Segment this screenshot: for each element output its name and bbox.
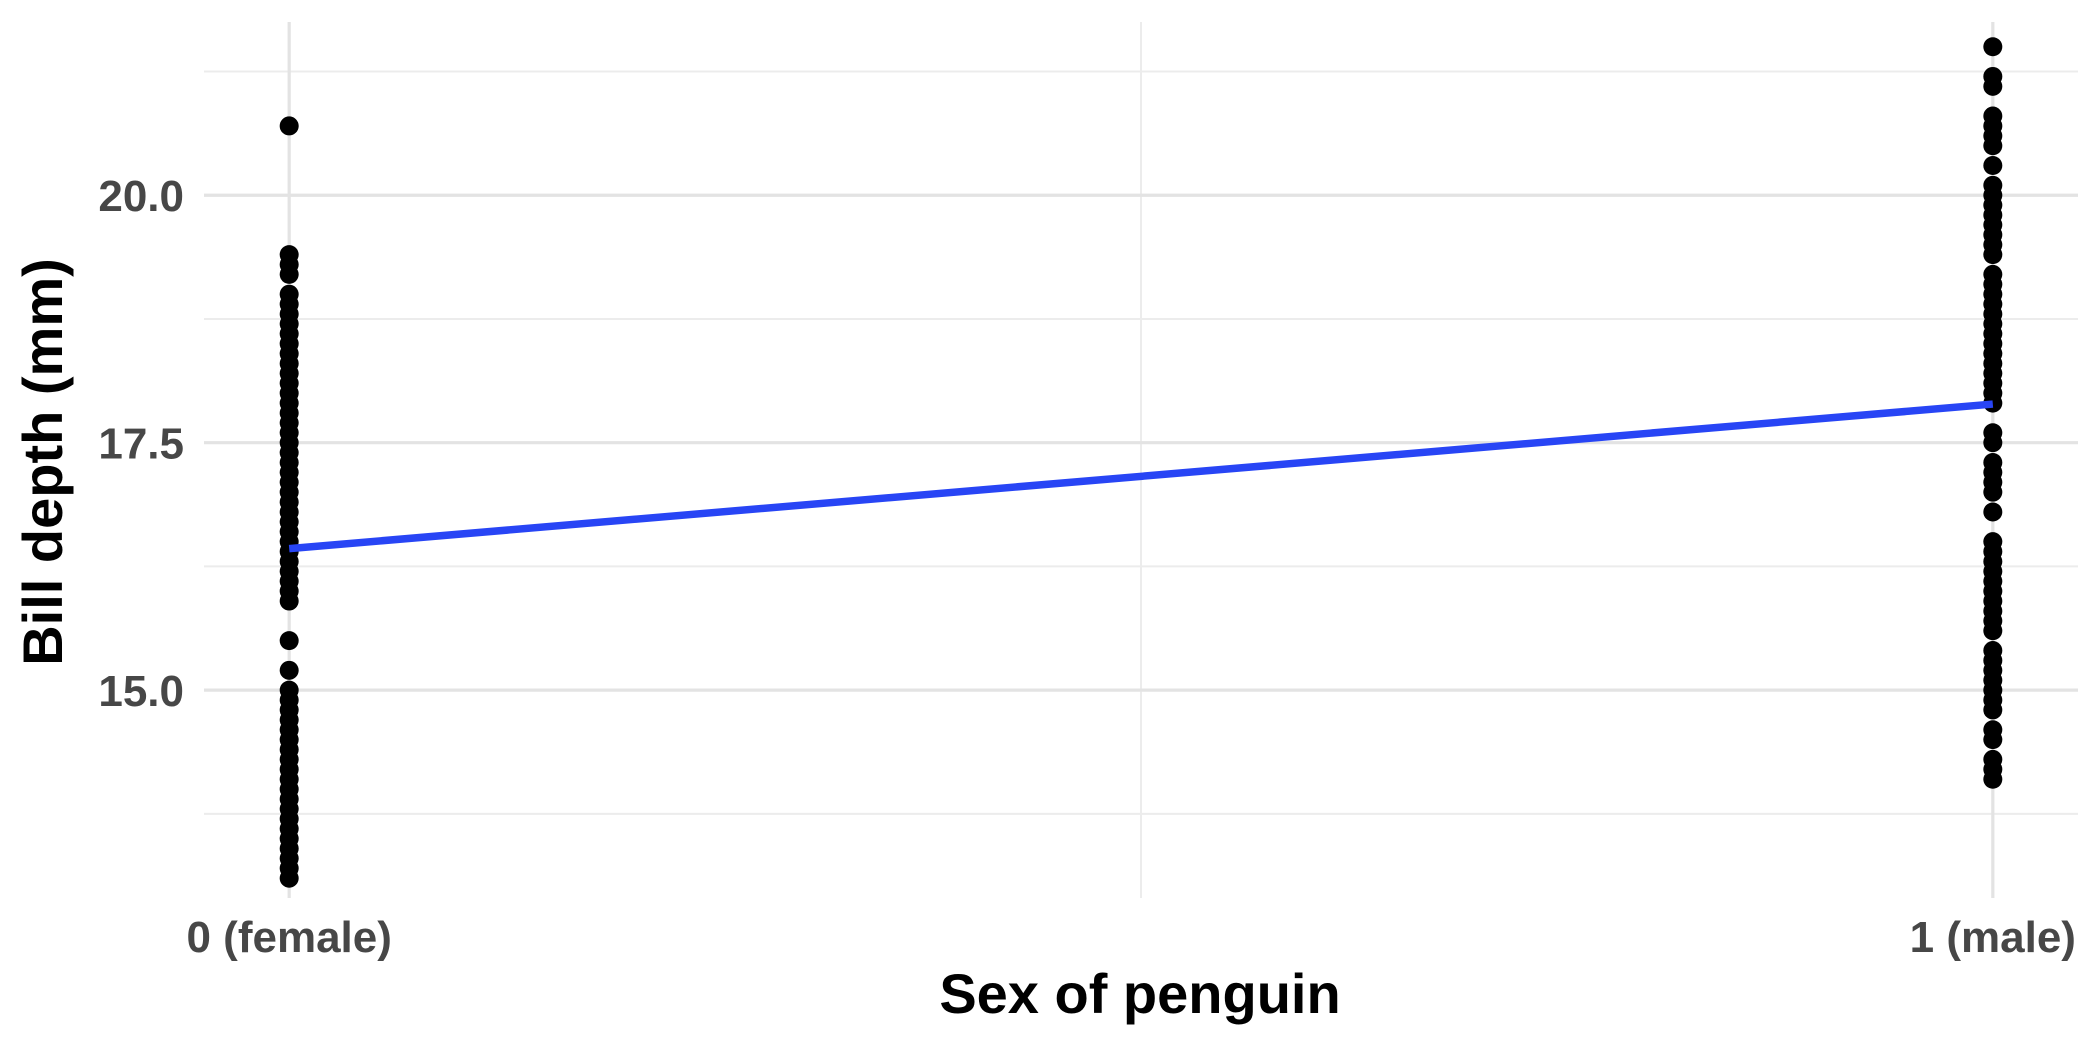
data-point bbox=[1983, 106, 2003, 126]
data-point bbox=[1983, 641, 2003, 661]
data-point bbox=[1983, 532, 2003, 552]
x-tick-label: 0 (female) bbox=[186, 913, 391, 962]
x-tick-labels: 0 (female) 1 (male) bbox=[186, 913, 2075, 962]
data-point bbox=[279, 245, 299, 265]
x-axis-title: Sex of penguin bbox=[939, 962, 1340, 1025]
data-point bbox=[279, 284, 299, 304]
data-point bbox=[1983, 452, 2003, 472]
data-point bbox=[279, 631, 299, 651]
regression-line-group bbox=[288, 400, 1994, 553]
y-tick-label: 15.0 bbox=[98, 667, 184, 716]
data-point bbox=[1983, 502, 2003, 522]
y-tick-label: 20.0 bbox=[98, 172, 184, 221]
data-point bbox=[279, 116, 299, 136]
data-point bbox=[1983, 66, 2003, 86]
data-point bbox=[1983, 423, 2003, 443]
data-point bbox=[1983, 37, 2003, 57]
data-point bbox=[1983, 156, 2003, 176]
grid-lines bbox=[204, 22, 2078, 898]
data-points bbox=[279, 37, 2003, 888]
data-point bbox=[1983, 720, 2003, 740]
y-tick-label: 17.5 bbox=[98, 420, 184, 469]
y-axis-title: Bill depth (mm) bbox=[11, 258, 74, 666]
data-point bbox=[1983, 749, 2003, 769]
regression-line bbox=[288, 400, 1994, 553]
data-point bbox=[279, 660, 299, 680]
data-point bbox=[1983, 264, 2003, 284]
y-tick-labels: 15.0 17.5 20.0 bbox=[98, 172, 184, 716]
data-point bbox=[1983, 175, 2003, 195]
x-tick-label: 1 (male) bbox=[1910, 913, 2076, 962]
data-point bbox=[279, 680, 299, 700]
